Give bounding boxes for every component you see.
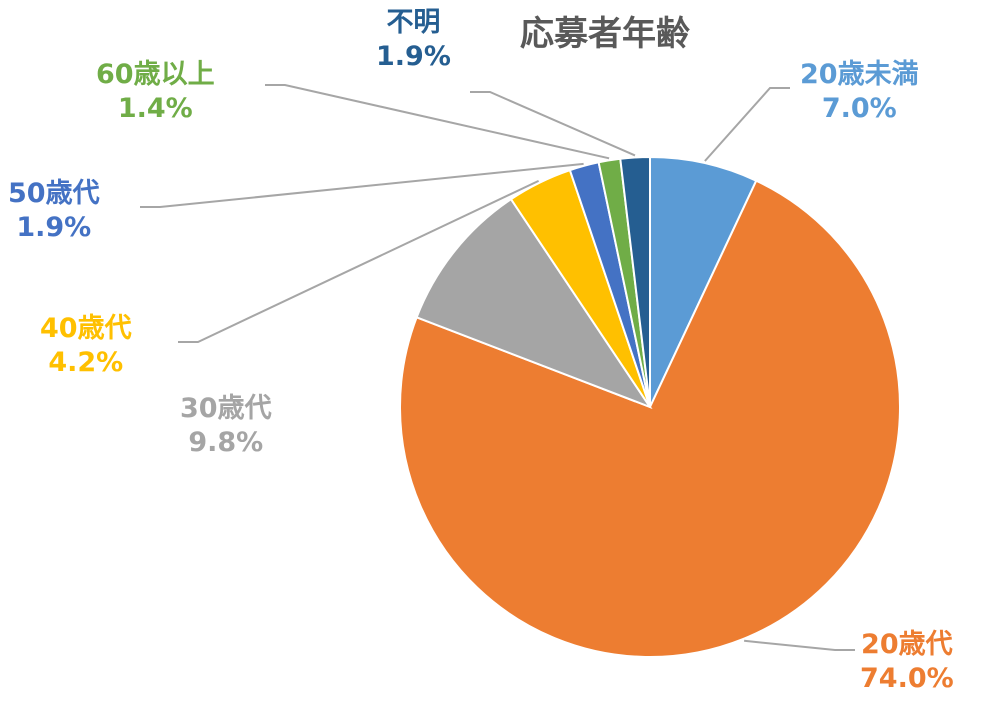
slice-under-20: [649, 155, 758, 408]
slice-label-30s: 30歳代 9.8%: [180, 392, 272, 460]
slice-label-20s: 20歳代 74.0%: [860, 628, 954, 696]
leader-unknown: [470, 91, 636, 157]
slice-unknown: [619, 155, 651, 408]
slice-label-name: 30歳代: [180, 393, 272, 424]
leader-50s: [140, 162, 584, 208]
slice-label-50s: 50歳代 1.9%: [8, 177, 100, 245]
slice-label-name: 50歳代: [8, 178, 100, 209]
chart-title: 応募者年齢: [520, 14, 690, 54]
leader-40s: [178, 179, 540, 343]
slice-label-name: 20歳未満: [800, 59, 919, 90]
leader-60-plus: [265, 84, 610, 160]
slice-label-name: 不明: [386, 7, 441, 38]
leader-under-20: [704, 87, 790, 162]
slice-label-percent: 7.0%: [821, 93, 897, 124]
pie-slices: [398, 155, 901, 658]
slice-20s: [398, 179, 901, 658]
slice-label-percent: 1.9%: [376, 41, 451, 72]
slice-label-percent: 74.0%: [860, 663, 954, 694]
leader-20s: [743, 639, 855, 651]
slice-label-percent: 9.8%: [188, 427, 264, 458]
slice-label-name: 60歳以上: [96, 59, 215, 90]
slice-label-60-plus: 60歳以上 1.4%: [96, 58, 215, 126]
slice-label-percent: 1.4%: [117, 93, 193, 124]
slice-label-percent: 1.9%: [16, 212, 92, 243]
slice-label-unknown: 不明 1.9%: [376, 6, 451, 74]
slice-label-name: 40歳代: [40, 313, 132, 344]
slice-label-percent: 4.2%: [48, 347, 124, 378]
slice-label-40s: 40歳代 4.2%: [40, 312, 132, 380]
slice-30s: [415, 197, 653, 410]
slice-label-under-20: 20歳未満 7.0%: [800, 58, 919, 126]
slice-label-name: 20歳代: [861, 629, 953, 660]
leader-lines: [140, 84, 855, 651]
